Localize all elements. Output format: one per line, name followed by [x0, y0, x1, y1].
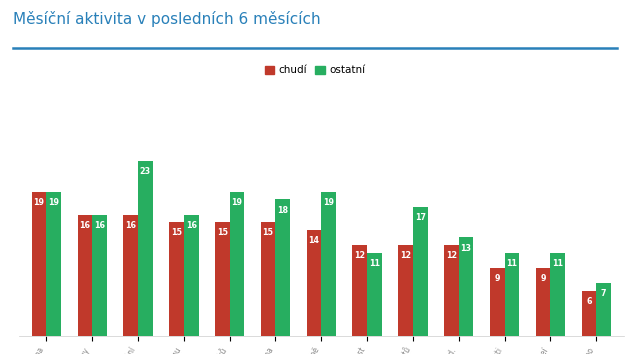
- Legend: chudí, ostatní: chudí, ostatní: [265, 65, 365, 75]
- Text: 19: 19: [49, 198, 59, 207]
- Text: 7: 7: [601, 289, 606, 298]
- Text: 6: 6: [586, 297, 592, 306]
- Text: 11: 11: [507, 259, 517, 268]
- Bar: [261, 222, 275, 336]
- Text: 19: 19: [323, 198, 334, 207]
- Text: 15: 15: [217, 228, 228, 237]
- Bar: [505, 253, 519, 336]
- Text: 16: 16: [94, 221, 105, 230]
- Bar: [47, 192, 61, 336]
- Bar: [596, 283, 611, 336]
- Bar: [321, 192, 336, 336]
- Text: 18: 18: [277, 206, 289, 215]
- Text: 9: 9: [541, 274, 546, 283]
- Text: 15: 15: [171, 228, 182, 237]
- Bar: [138, 161, 152, 336]
- Bar: [230, 192, 244, 336]
- Text: 19: 19: [33, 198, 45, 207]
- Text: 23: 23: [140, 167, 151, 177]
- Bar: [184, 215, 198, 336]
- Text: 12: 12: [446, 251, 457, 260]
- Bar: [367, 253, 382, 336]
- Text: 11: 11: [553, 259, 563, 268]
- Text: 14: 14: [309, 236, 319, 245]
- Text: 12: 12: [354, 251, 365, 260]
- Bar: [398, 245, 413, 336]
- Bar: [490, 268, 505, 336]
- Text: 16: 16: [125, 221, 136, 230]
- Bar: [32, 192, 47, 336]
- Text: 12: 12: [400, 251, 411, 260]
- Bar: [459, 238, 473, 336]
- Text: Měsíční aktivita v posledních 6 měsících: Měsíční aktivita v posledních 6 měsících: [13, 11, 320, 27]
- Text: 9: 9: [495, 274, 500, 283]
- Text: 17: 17: [415, 213, 426, 222]
- Text: 13: 13: [461, 244, 472, 252]
- Bar: [123, 215, 138, 336]
- Text: 19: 19: [231, 198, 243, 207]
- Bar: [215, 222, 230, 336]
- Text: 15: 15: [263, 228, 273, 237]
- Bar: [551, 253, 565, 336]
- Bar: [444, 245, 459, 336]
- Text: 16: 16: [186, 221, 197, 230]
- Bar: [169, 222, 184, 336]
- Bar: [413, 207, 428, 336]
- Bar: [581, 291, 596, 336]
- Bar: [352, 245, 367, 336]
- Bar: [536, 268, 551, 336]
- Bar: [92, 215, 107, 336]
- Bar: [77, 215, 92, 336]
- Bar: [275, 199, 290, 336]
- Text: 11: 11: [369, 259, 380, 268]
- Text: 16: 16: [79, 221, 90, 230]
- Bar: [307, 230, 321, 336]
